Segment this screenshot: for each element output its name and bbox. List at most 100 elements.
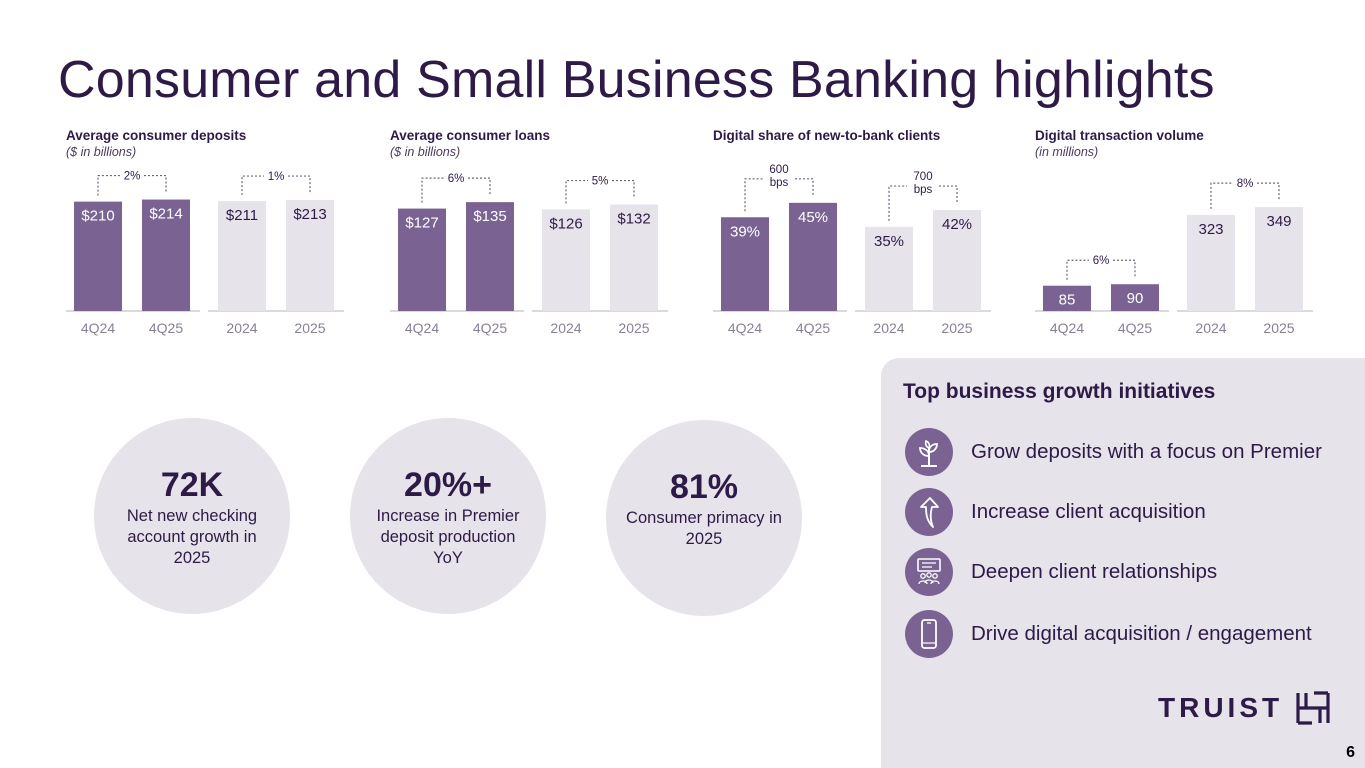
category-label: 2024 [873,320,904,336]
page-title: Consumer and Small Business Banking high… [58,51,1215,109]
bar-value-label: $135 [473,208,506,225]
bar [865,226,913,311]
bar [1255,207,1303,311]
initiative-label: Deepen client relationships [971,560,1218,583]
bar-value-label: $211 [226,207,258,224]
stat-value: 72K [160,466,224,504]
chart-subtitle: (in millions) [1035,145,1099,159]
category-label: 2025 [294,320,325,336]
change-bracket [888,185,958,221]
bar-value-label: $132 [617,211,650,228]
chart-title: Digital transaction volume [1035,128,1204,143]
change-label: 2% [124,171,141,183]
change-label: 700 bps [913,171,932,196]
chart-subtitle: ($ in billions) [66,145,137,159]
change-label: 6% [1093,255,1110,267]
bar [286,200,334,311]
stat-value: 81% [669,468,739,506]
truist-mark-icon [1296,691,1330,725]
category-label: 4Q25 [1118,320,1152,336]
bar [1187,214,1235,311]
category-label: 2024 [550,320,581,336]
stat-description: Increase in Premier deposit production Y… [376,507,520,567]
bar-value-label: 323 [1198,221,1223,238]
bar [74,201,122,311]
stat-description: Net new checking account growth in 2025 [126,507,258,567]
category-label: 4Q25 [473,320,507,336]
chart-subtitle: ($ in billions) [390,145,461,159]
bar-value-label: 85 [1059,292,1076,309]
bar [721,217,769,311]
bar [542,209,590,311]
initiatives-title: Top business growth initiatives [903,380,1216,403]
chart-consumer-loans: Average consumer loans ($ in billions) $… [390,128,690,348]
bar-value-label: $210 [81,208,114,225]
change-bracket [565,179,635,204]
bar [142,199,190,311]
bar [218,201,266,311]
change-bracket [1066,259,1136,280]
truist-logo: TRUIST [1158,688,1331,728]
initiative-item-digital-engagement: Drive digital acquisition / engagement [905,610,1355,660]
change-bracket [744,178,814,212]
bar-value-label: 42% [942,216,972,233]
bar-value-label: 90 [1127,290,1144,307]
change-label: 1% [268,171,285,183]
people-presentation-icon [905,548,953,596]
stat-circle-consumer-primacy: 81% Consumer primacy in 2025 [606,420,802,616]
bar [1111,284,1159,311]
category-label: 4Q25 [796,320,830,336]
change-bracket [421,177,491,203]
change-bracket [1210,182,1280,209]
category-label: 2025 [1263,320,1294,336]
stat-circle-checking-growth: 72K Net new checking account growth in 2… [94,418,290,614]
category-label: 4Q24 [81,320,115,336]
stat-description: Consumer primacy in 2025 [626,509,782,548]
change-label: 6% [448,173,465,185]
category-label: 2025 [618,320,649,336]
bar [933,210,981,311]
change-bracket [97,174,167,196]
chart-digital-share: Digital share of new-to-bank clients 39%… [713,128,1013,348]
bar [1043,285,1091,311]
plant-icon [905,428,953,476]
initiative-label: Drive digital acquisition / engagement [971,622,1312,645]
stat-value: 20%+ [404,466,492,504]
category-label: 2025 [941,320,972,336]
bar-value-label: $214 [149,206,182,223]
category-label: 4Q25 [149,320,183,336]
chart-digital-transactions: Digital transaction volume (in millions)… [1035,128,1335,348]
bar-value-label: 45% [798,209,828,226]
change-label: 8% [1237,178,1254,190]
chart-title: Average consumer deposits [66,128,247,143]
initiative-label: Grow deposits with a focus on Premier [971,440,1322,463]
bar-value-label: 35% [874,233,904,250]
initiative-label: Increase client acquisition [971,500,1206,523]
initiatives-panel: Top business growth initiatives Grow dep… [881,358,1365,768]
chart-title: Digital share of new-to-bank clients [713,128,941,143]
logo-text: TRUIST [1158,692,1284,723]
stat-circle-premier-production: 20%+ Increase in Premier deposit product… [350,418,546,614]
chart-svg: 39% 4Q24 45% 4Q25 35% 2024 42% 2025 600 bps 700 bps [713,164,991,336]
bar-value-label: $127 [405,215,438,232]
category-label: 2024 [226,320,257,336]
bar [398,208,446,311]
change-label: 600 bps [769,164,788,189]
bar-value-label: $213 [293,206,326,223]
chart-svg: $127 4Q24 $135 4Q25 $126 2024 $132 2025 6% 5% [390,173,668,336]
change-label: 5% [592,176,609,188]
category-label: 4Q24 [728,320,762,336]
category-label: 4Q24 [405,320,439,336]
chart-svg: 85 4Q24 90 4Q25 323 2024 349 2025 6% 8% [1035,178,1313,336]
initiative-item-deepen-relationships: Deepen client relationships [905,548,1355,598]
chart-title: Average consumer loans [390,128,551,143]
page-number: 6 [1346,744,1355,761]
change-bracket [241,175,311,196]
arrow-up-icon [905,488,953,536]
bar [610,204,658,311]
bar-value-label: 349 [1266,213,1291,230]
bar [789,202,837,311]
category-label: 2024 [1195,320,1226,336]
initiative-item-grow-deposits: Grow deposits with a focus on Premier [905,428,1355,478]
bar [466,202,514,311]
